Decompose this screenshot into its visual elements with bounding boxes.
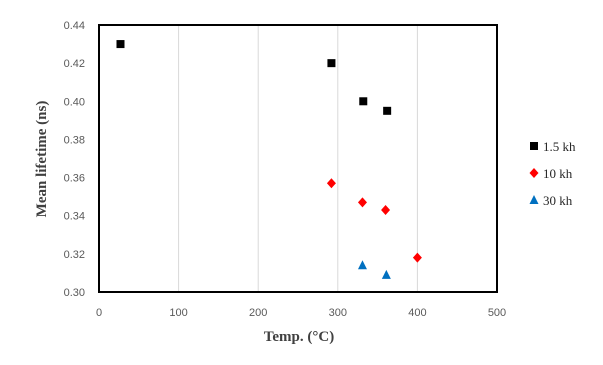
data-point-square	[359, 97, 368, 106]
y-tick-label: 0.42	[64, 58, 85, 70]
data-points	[116, 40, 422, 279]
y-tick-label: 0.30	[64, 287, 85, 299]
legend-marker-diamond	[529, 168, 539, 178]
x-tick-label: 200	[249, 307, 267, 319]
y-tick-label: 0.40	[64, 96, 85, 108]
tick-labels: 0 100 200 300 400 500 0.30 0.32 0.34 0.36 0.38 0.40…	[64, 20, 507, 319]
data-point-square	[327, 59, 336, 68]
legend-label: 1.5 kh	[543, 139, 576, 154]
legend: 1.5 kh 10 kh 30 kh	[529, 139, 576, 208]
data-point-diamond	[412, 252, 422, 263]
x-tick-label: 400	[408, 307, 426, 319]
data-point-diamond	[357, 197, 367, 208]
plot-area-border	[98, 24, 498, 293]
grid-lines	[178, 25, 418, 292]
legend-label: 10 kh	[543, 166, 573, 181]
legend-marker-triangle	[529, 195, 539, 204]
x-tick-label: 500	[488, 307, 506, 319]
x-tick-label: 300	[329, 307, 347, 319]
data-point-diamond	[326, 178, 336, 189]
y-tick-label: 0.36	[64, 173, 85, 185]
legend-marker-square	[530, 142, 538, 150]
y-tick-label: 0.32	[64, 249, 85, 261]
data-point-square	[116, 40, 125, 49]
data-point-square	[383, 106, 392, 115]
x-tick-label: 100	[169, 307, 187, 319]
y-tick-label: 0.34	[64, 211, 85, 223]
legend-label: 30 kh	[543, 193, 573, 208]
data-point-diamond	[381, 204, 391, 215]
data-point-triangle	[381, 269, 391, 279]
y-tick-label: 0.38	[64, 134, 85, 146]
y-axis-label: Mean lifetime (ns)	[34, 101, 50, 218]
y-tick-label: 0.44	[64, 20, 85, 32]
x-tick-label: 0	[96, 307, 102, 319]
x-axis-label: Temp. (°C)	[264, 329, 334, 345]
data-point-triangle	[357, 260, 367, 270]
